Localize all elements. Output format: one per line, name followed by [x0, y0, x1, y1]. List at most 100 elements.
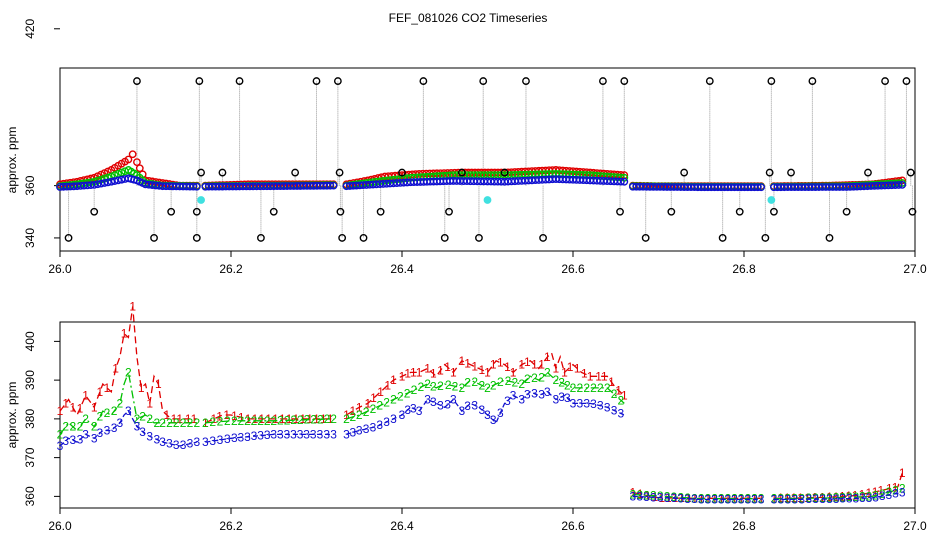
series-point-label: 3	[464, 399, 471, 413]
series-point-label: 3	[497, 406, 504, 420]
series-point-label: 2	[899, 482, 906, 496]
series-point-label: 1	[91, 400, 98, 414]
outlier-point	[881, 77, 889, 85]
outlier-point	[235, 77, 244, 85]
series-point-label: 1	[587, 369, 594, 383]
data-point	[898, 180, 907, 189]
series-point-label: 1	[404, 367, 411, 381]
data-point	[757, 183, 765, 192]
series-point-label: 2	[270, 414, 277, 428]
series-point-label: 2	[404, 386, 411, 400]
series-point-label: 2	[490, 378, 497, 392]
series-point-label: 2	[383, 396, 390, 410]
series-point-label: 1	[691, 491, 698, 505]
series-calibration	[197, 196, 776, 204]
series-point-label: 3	[69, 433, 76, 447]
series-point-label: 2	[417, 380, 424, 394]
series-point-label: 3	[202, 435, 209, 449]
series-point-label: 1	[826, 490, 833, 504]
series-point-label: 1	[484, 365, 491, 379]
series-point-label: 3	[618, 406, 625, 420]
series-point-label: 1	[437, 363, 444, 377]
series-point-label: 1	[859, 487, 866, 501]
outlier-point	[599, 77, 607, 85]
outlier-point	[333, 77, 342, 85]
series-point-label: 1	[544, 350, 551, 364]
data-point	[620, 177, 629, 186]
top-y-axis-label: approx. ppm	[5, 127, 19, 194]
series-point-label: 3	[370, 420, 377, 434]
bottom-plot-frame	[59, 321, 916, 509]
series-point-label: 3	[544, 385, 551, 399]
data-point	[133, 158, 141, 167]
outlier-point	[479, 77, 488, 85]
series-point-label: 2	[146, 412, 153, 426]
series-point-label: 3	[791, 492, 798, 506]
outlier-point	[335, 168, 344, 177]
outlier-point	[64, 234, 73, 242]
series-point-label: 2	[718, 492, 725, 506]
y-tick-label: 390	[23, 370, 37, 390]
data-point	[326, 181, 335, 190]
series-point-label: 2	[277, 414, 284, 428]
series-point-label: 1	[797, 491, 804, 505]
series-point-label: 1	[343, 408, 350, 422]
x-tick-label: 27.0	[903, 262, 927, 276]
series-point-label: 3	[290, 427, 297, 441]
series-point-label: 2	[538, 371, 545, 385]
series-point-label: 3	[424, 393, 431, 407]
series-point-label: 2	[471, 375, 478, 389]
series-point-label: 1	[104, 381, 111, 395]
series-point-label: 2	[744, 492, 751, 506]
series-point-label: 3	[410, 402, 417, 416]
series-point-label: 2	[330, 412, 337, 426]
outlier-point	[908, 207, 917, 216]
series-point-label: 2	[139, 409, 146, 423]
series-line	[773, 491, 903, 501]
series-point-label: 2	[478, 378, 485, 392]
series-point-label: 3	[363, 422, 370, 436]
top-plot-frame	[59, 67, 916, 252]
series-point-label: 1	[531, 358, 538, 372]
series-point-label: 1	[258, 412, 265, 426]
x-tick-label: 26.0	[48, 262, 72, 276]
x-tick-label: 26.2	[219, 262, 243, 276]
series-point-label: 3	[650, 490, 657, 504]
outlier-point	[616, 207, 624, 216]
series-point-label: 1	[356, 400, 363, 414]
series-point-label: 3	[356, 424, 363, 438]
series-point-label: 1	[377, 385, 384, 399]
data-point	[124, 155, 133, 164]
outlier-point	[440, 234, 449, 242]
x-tick-label: 26.0	[48, 519, 72, 533]
outlier-point	[620, 77, 629, 85]
outlier-point	[825, 234, 834, 242]
series-line	[59, 369, 197, 435]
series-point-label: 3	[711, 492, 718, 506]
series-point-label: 3	[437, 398, 444, 412]
calibration-point	[767, 196, 776, 204]
series-point-label: 2	[154, 416, 161, 430]
outlier-point	[906, 168, 915, 177]
series-point-label: 3	[264, 428, 271, 442]
series-point-label: 1	[886, 482, 893, 496]
series-line	[773, 487, 903, 500]
series-point-label: 2	[180, 416, 187, 430]
series-point-label: 3	[244, 430, 251, 444]
series-point-label: 2	[125, 365, 132, 379]
series-line	[205, 433, 334, 443]
series-point-label: 2	[430, 380, 437, 394]
series-point-label: 3	[597, 399, 604, 413]
series-point-label: 2	[778, 492, 785, 506]
series-point-label: 2	[886, 485, 893, 499]
series-point-label: 3	[583, 396, 590, 410]
series-point-label: 1	[464, 356, 471, 370]
data-point	[329, 181, 338, 190]
series-point-label: 3	[297, 427, 304, 441]
series-point-label: 2	[852, 490, 859, 504]
series-point-label: 1	[245, 412, 252, 426]
series-point-label: 3	[846, 492, 853, 506]
series-point-label: 3	[518, 393, 525, 407]
series-point-label: 3	[166, 437, 173, 451]
